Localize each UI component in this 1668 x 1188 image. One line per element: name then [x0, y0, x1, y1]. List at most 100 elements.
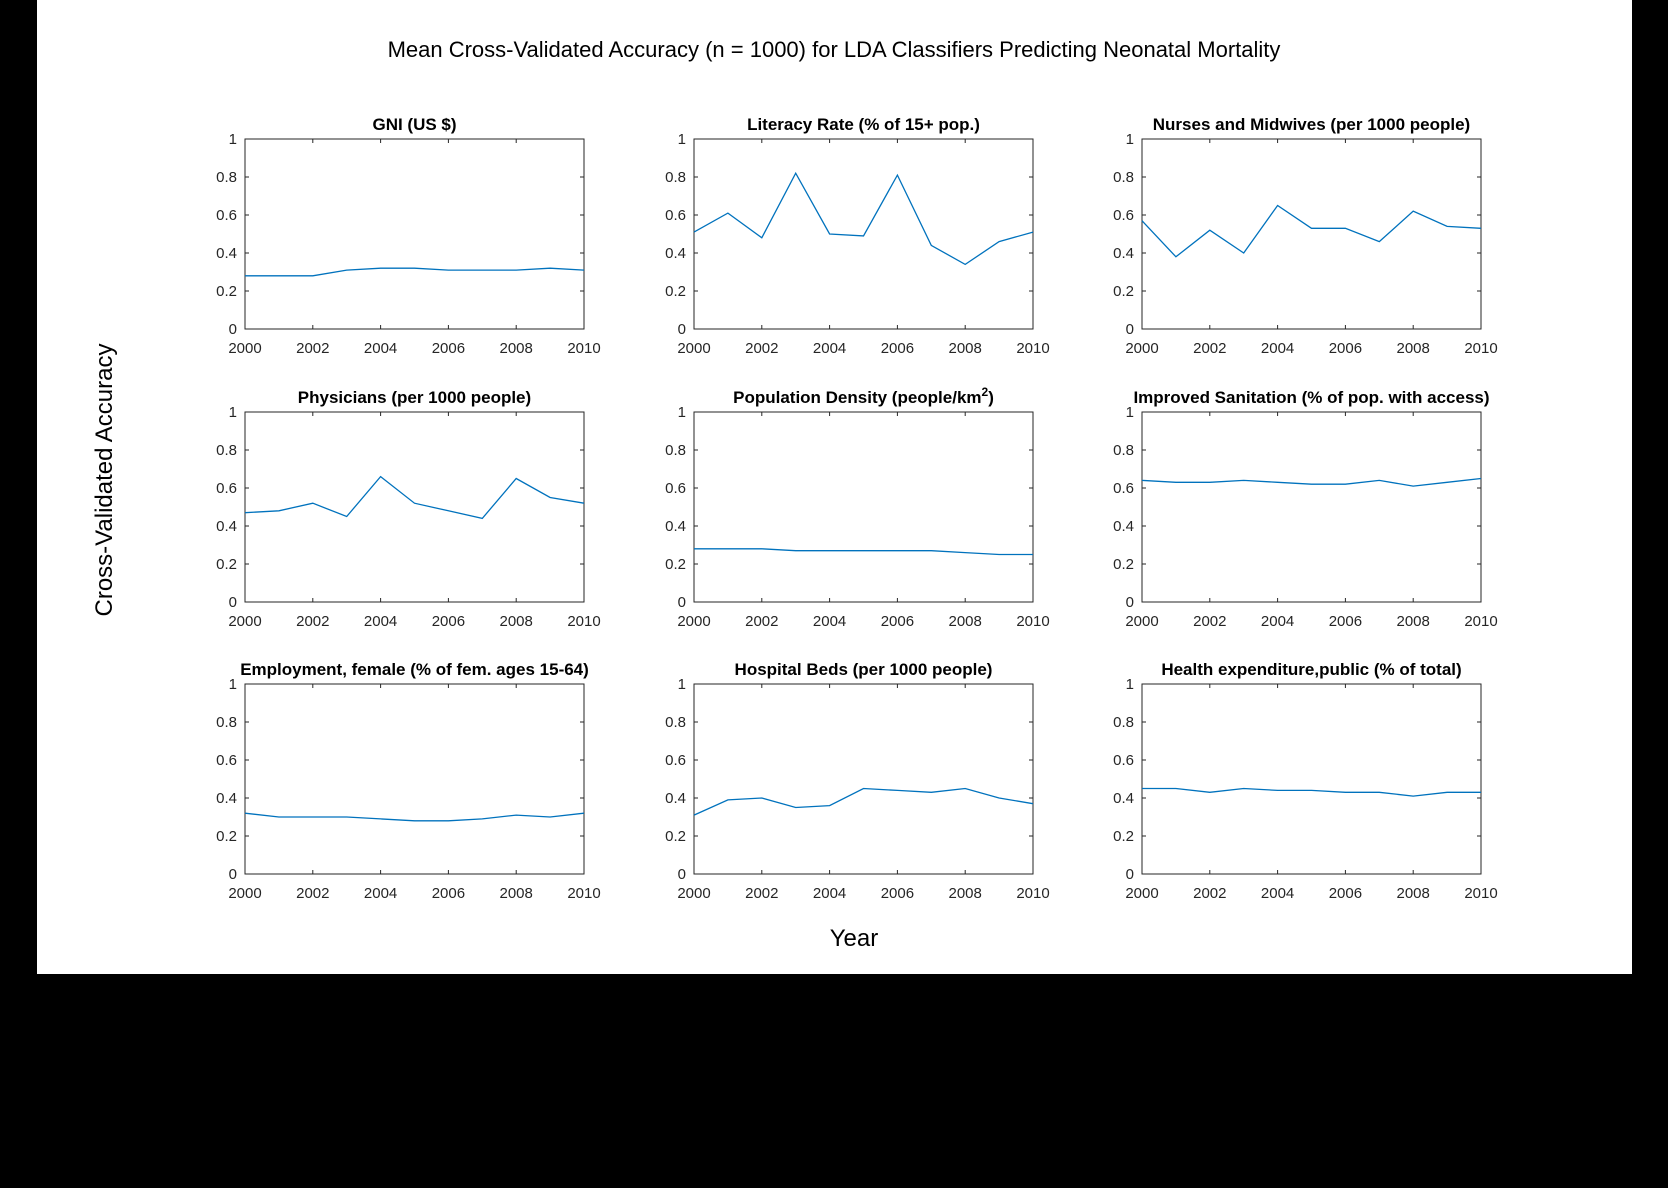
y-tick-label: 0.2 [665, 828, 686, 845]
x-tick-label: 2002 [296, 885, 329, 902]
y-tick-label: 0.8 [216, 169, 237, 186]
x-tick-label: 2002 [1193, 613, 1226, 630]
x-tick-label: 2008 [1397, 613, 1430, 630]
x-tick-label: 2000 [677, 613, 710, 630]
x-tick-label: 2008 [949, 613, 982, 630]
x-tick-label: 2010 [1464, 340, 1497, 357]
x-tick-label: 2010 [1464, 613, 1497, 630]
y-tick-label: 0.6 [665, 480, 686, 497]
y-tick-label: 0.4 [1113, 245, 1134, 262]
axes-box [244, 683, 585, 875]
y-tick-label: 1 [1126, 404, 1134, 421]
subplot-1: GNI (US $) 0 0.2 0.4 0.6 0.8 1 2000 2002 2004 2006… [216, 115, 601, 357]
y-tick-label: 0.2 [1113, 828, 1134, 845]
subplot-title: Employment, female (% of fem. ages 15-64… [240, 660, 589, 679]
y-tick-label: 0 [678, 866, 686, 883]
y-tick-label: 0.6 [216, 480, 237, 497]
title-suffix: ) [988, 388, 994, 407]
x-tick-label: 2006 [1329, 613, 1362, 630]
axes-box [693, 683, 1034, 875]
x-tick-label: 2004 [813, 613, 846, 630]
y-tick-label: 0.4 [665, 518, 686, 535]
x-tick-label: 2010 [1016, 885, 1049, 902]
x-tick-label: 2006 [432, 340, 465, 357]
x-tick-label: 2004 [813, 340, 846, 357]
y-tick-label: 0 [678, 594, 686, 611]
y-tick-label: 0.6 [1113, 480, 1134, 497]
y-tick-label: 0.8 [1113, 714, 1134, 731]
x-tick-label: 2002 [1193, 885, 1226, 902]
subplot-8: Hospital Beds (per 1000 people) 0 0.2 0.4 0.… [665, 660, 1050, 902]
y-tick-label: 0.4 [665, 790, 686, 807]
y-tick-label: 0.8 [1113, 442, 1134, 459]
x-tick-label: 2006 [1329, 340, 1362, 357]
y-axis-label: Cross-Validated Accuracy [91, 344, 118, 617]
y-tick-label: 0 [1126, 321, 1134, 338]
subplot-title: Hospital Beds (per 1000 people) [735, 660, 993, 679]
x-tick-label: 2008 [1397, 340, 1430, 357]
subplot-6: Improved Sanitation (% of pop. with acce… [1113, 388, 1498, 630]
y-tick-label: 1 [678, 404, 686, 421]
x-tick-label: 2008 [949, 340, 982, 357]
x-tick-label: 2008 [949, 885, 982, 902]
x-tick-label: 2006 [432, 613, 465, 630]
x-tick-label: 2004 [1261, 340, 1294, 357]
subplot-7: Employment, female (% of fem. ages 15-64… [216, 660, 601, 902]
y-tick-label: 0.2 [216, 556, 237, 573]
axes-box [1141, 411, 1482, 603]
x-tick-label: 2002 [1193, 340, 1226, 357]
y-tick-label: 0.2 [216, 283, 237, 300]
x-tick-label: 2010 [567, 613, 600, 630]
x-tick-label: 2002 [745, 613, 778, 630]
y-tick-label: 0 [229, 594, 237, 611]
x-tick-label: 2002 [745, 885, 778, 902]
y-tick-label: 1 [1126, 131, 1134, 148]
y-tick-label: 0 [1126, 594, 1134, 611]
subplot-title: GNI (US $) [372, 115, 456, 134]
y-tick-label: 0.2 [1113, 556, 1134, 573]
subplot-5: Population Density (people/km2) 0 0.2 0.4 0.… [665, 385, 1050, 630]
y-tick-label: 0.8 [665, 442, 686, 459]
y-tick-label: 0.6 [1113, 752, 1134, 769]
y-tick-label: 0.2 [665, 283, 686, 300]
x-tick-label: 2006 [881, 340, 914, 357]
y-tick-label: 0.6 [665, 752, 686, 769]
x-tick-label: 2006 [881, 885, 914, 902]
y-tick-label: 0.2 [1113, 283, 1134, 300]
y-tick-label: 0.4 [1113, 790, 1134, 807]
subplot-title: Health expenditure,public (% of total) [1161, 660, 1461, 679]
x-tick-label: 2000 [228, 885, 261, 902]
y-tick-label: 0.6 [216, 752, 237, 769]
y-tick-label: 0.8 [216, 714, 237, 731]
subplot-4: Physicians (per 1000 people) 0 0.2 0.4 0.6 0.… [216, 388, 601, 630]
x-tick-label: 2008 [500, 340, 533, 357]
y-tick-label: 1 [229, 676, 237, 693]
subplot-title: Literacy Rate (% of 15+ pop.) [747, 115, 980, 134]
x-tick-label: 2004 [364, 613, 397, 630]
y-tick-label: 0.2 [665, 556, 686, 573]
subplot-title: Population Density (people/km2) [733, 385, 994, 407]
y-tick-label: 0.8 [665, 169, 686, 186]
y-tick-label: 0.4 [216, 518, 237, 535]
x-tick-label: 2000 [228, 340, 261, 357]
x-tick-label: 2008 [1397, 885, 1430, 902]
x-tick-label: 2000 [677, 885, 710, 902]
x-tick-label: 2004 [364, 885, 397, 902]
axes-box [1141, 683, 1482, 875]
y-tick-label: 0.4 [216, 245, 237, 262]
y-tick-label: 1 [678, 676, 686, 693]
x-tick-label: 2010 [1016, 340, 1049, 357]
series-line [1141, 204, 1482, 258]
x-tick-label: 2000 [1125, 340, 1158, 357]
axes-box [244, 138, 585, 330]
x-tick-label: 2002 [296, 613, 329, 630]
subplot-2: Literacy Rate (% of 15+ pop.) 0 0.2 0.4 0.6 0… [665, 115, 1050, 357]
y-tick-label: 0 [678, 321, 686, 338]
subplot-title: Physicians (per 1000 people) [298, 388, 531, 407]
x-tick-label: 2010 [567, 340, 600, 357]
subplot-9: Health expenditure,public (% of total) 0 0… [1113, 660, 1498, 902]
series-line [693, 171, 1034, 266]
y-tick-label: 1 [678, 131, 686, 148]
axes-box [693, 138, 1034, 330]
